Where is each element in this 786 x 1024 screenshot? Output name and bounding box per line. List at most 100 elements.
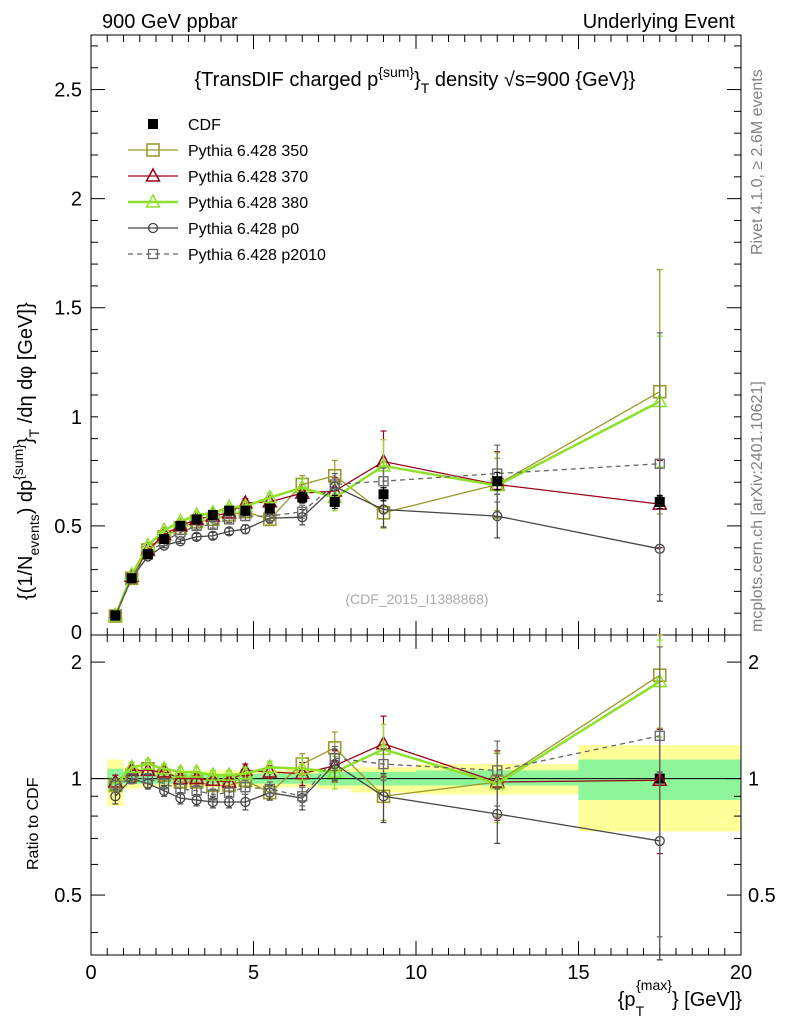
data-point-p380 bbox=[188, 763, 205, 778]
data-point-p0 bbox=[240, 524, 251, 535]
data-point-p2010 bbox=[297, 791, 308, 802]
main-ylabel: {(1/Nevents) dp{sum}}T /dη dφ [GeV]} bbox=[10, 302, 42, 600]
data-point-cdf bbox=[378, 489, 389, 500]
legend-item-p350: Pythia 6.428 350 bbox=[128, 143, 308, 160]
data-point-p380 bbox=[294, 760, 311, 775]
x-tick-label: 5 bbox=[248, 962, 259, 984]
data-point-p2010 bbox=[378, 758, 389, 770]
legend-label: Pythia 6.428 380 bbox=[188, 195, 308, 212]
analysis-watermark: (CDF_2015_I1388868) bbox=[345, 591, 488, 607]
data-point-p2010 bbox=[492, 765, 503, 776]
legend-marker-cdf bbox=[148, 119, 158, 129]
data-point-p2010 bbox=[329, 479, 340, 490]
x-tick-label: 20 bbox=[730, 962, 752, 984]
legend-label: CDF bbox=[188, 117, 221, 134]
legend-label: Pythia 6.428 370 bbox=[188, 169, 308, 186]
y-tick-label: 2.5 bbox=[54, 80, 82, 102]
legend-label: Pythia 6.428 p0 bbox=[188, 221, 299, 238]
data-point-p380 bbox=[172, 763, 189, 778]
x-tick-label: 10 bbox=[405, 962, 427, 984]
data-point-p2010 bbox=[654, 458, 665, 469]
data-point-cdf bbox=[207, 510, 218, 520]
ratio-y-tick-label: 1 bbox=[71, 769, 82, 791]
legend-label: Pythia 6.428 350 bbox=[188, 143, 308, 160]
data-point-p370 bbox=[261, 763, 278, 778]
header-right: Underlying Event bbox=[583, 11, 736, 33]
legend-item-p2010: Pythia 6.428 p2010 bbox=[128, 247, 326, 264]
ratio-axis-ticks: 0 5 10 15 20 0.5 0.5 1 1 2 2 bbox=[54, 635, 776, 984]
data-point-cdf bbox=[224, 505, 235, 516]
data-point-p0 bbox=[191, 531, 202, 542]
data-point-cdf bbox=[654, 496, 665, 507]
rivet-note: Rivet 4.1.0, ≥ 2.6M events bbox=[749, 69, 766, 255]
data-point-cdf bbox=[240, 505, 251, 516]
mcplots-note: mcplots.cern.ch [arXiv:2401.10621] bbox=[749, 381, 766, 632]
data-point-p2010 bbox=[191, 785, 202, 796]
y-tick-label: 0.5 bbox=[54, 516, 82, 538]
data-point-p2010 bbox=[175, 783, 186, 795]
data-point-p380 bbox=[140, 755, 156, 770]
legend-item-p370: Pythia 6.428 370 bbox=[128, 167, 308, 186]
data-point-p0 bbox=[240, 796, 251, 808]
legend-item-p380: Pythia 6.428 380 bbox=[128, 193, 308, 212]
series-line-p2010 bbox=[114, 463, 660, 617]
header-left: 900 GeV ppbar bbox=[102, 11, 238, 33]
data-point-p380 bbox=[261, 758, 278, 773]
main-title: {TransDIF charged p{sum}}T density √s=90… bbox=[195, 64, 636, 96]
data-point-p2010 bbox=[329, 752, 340, 764]
data-point-cdf bbox=[126, 573, 137, 584]
ratio-y-tick-label: 2 bbox=[71, 652, 82, 674]
data-point-p2010 bbox=[240, 782, 251, 793]
legend: CDF Pythia 6.428 350 Pythia 6.428 370 Pythi… bbox=[128, 117, 326, 264]
series-cdf bbox=[110, 471, 665, 621]
legend-label: Pythia 6.428 p2010 bbox=[188, 247, 326, 264]
data-point-cdf bbox=[159, 534, 170, 544]
data-point-p2010 bbox=[264, 783, 275, 795]
y-tick-label: 1 bbox=[71, 407, 82, 429]
legend-marker-p0 bbox=[147, 222, 159, 234]
data-point-p0 bbox=[223, 526, 235, 537]
ratio-series-group bbox=[107, 634, 668, 961]
series-p2010 bbox=[110, 646, 665, 938]
legend-item-p0: Pythia 6.428 p0 bbox=[128, 221, 299, 238]
data-point-cdf bbox=[492, 476, 503, 487]
legend-marker-p370 bbox=[145, 167, 161, 182]
legend-item-cdf: CDF bbox=[148, 117, 221, 134]
data-point-p380 bbox=[261, 488, 278, 504]
data-point-p2010 bbox=[654, 730, 665, 741]
data-point-cdf bbox=[329, 496, 340, 507]
series-line-p350 bbox=[114, 391, 661, 617]
data-point-p2010 bbox=[142, 773, 154, 784]
legend-marker-p350 bbox=[146, 143, 160, 157]
ratio-ylabel: Ratio to CDF bbox=[25, 777, 42, 870]
main-axis-ticks: 0.5 1 1.5 2 2.5 0 bbox=[54, 35, 742, 644]
data-point-p370 bbox=[205, 771, 221, 787]
data-point-p380 bbox=[205, 766, 221, 782]
y-tick-label: 1.5 bbox=[54, 298, 82, 320]
data-point-cdf bbox=[264, 503, 275, 514]
x-axis-label: {pT{max}} [GeV]} bbox=[618, 977, 743, 1019]
data-point-p380 bbox=[237, 765, 254, 780]
data-point-p0 bbox=[492, 808, 503, 820]
series-p350 bbox=[108, 268, 667, 623]
ratio-y-tick-label-right: 1 bbox=[748, 769, 759, 791]
data-point-cdf bbox=[297, 492, 308, 503]
y-tick-label-zero: 0 bbox=[71, 622, 82, 644]
data-point-p380 bbox=[123, 758, 140, 773]
data-point-p380 bbox=[156, 760, 172, 775]
data-point-p2010 bbox=[207, 789, 219, 800]
data-point-cdf bbox=[175, 520, 186, 531]
data-point-p2010 bbox=[207, 519, 219, 530]
data-point-p2010 bbox=[158, 778, 170, 789]
series-p2010 bbox=[110, 332, 665, 622]
data-point-p0 bbox=[378, 791, 389, 802]
ratio-y-tick-label-right: 0.5 bbox=[748, 885, 776, 907]
legend-marker-p380 bbox=[145, 193, 161, 208]
ratio-y-tick-label-right: 2 bbox=[748, 652, 759, 674]
data-point-p0 bbox=[378, 504, 389, 515]
data-point-cdf bbox=[191, 514, 202, 525]
x-tick-label: 0 bbox=[85, 962, 96, 984]
main-series-group bbox=[107, 268, 668, 623]
x-tick-label: 15 bbox=[567, 962, 589, 984]
data-point-p380 bbox=[221, 766, 237, 782]
